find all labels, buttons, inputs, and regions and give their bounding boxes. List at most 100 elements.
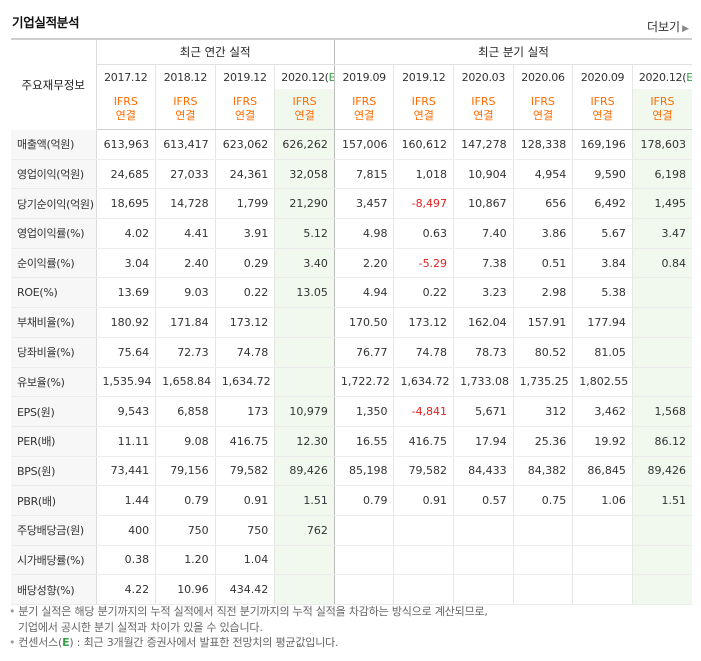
row-label: ROE(%) (11, 277, 97, 309)
row-label: 부채비율(%) (11, 307, 97, 338)
basis-header: IFRS 연결 (453, 89, 514, 130)
basis-header: IFRS 연결 (333, 89, 394, 130)
table-cell: 4.22 (96, 574, 156, 605)
header-label: 주요재무정보 (11, 39, 97, 130)
table-cell: 3.91 (214, 218, 275, 249)
table-cell: 0.75 (512, 485, 573, 516)
table-cell (274, 307, 335, 338)
table-row: 배당성향(%) 4.22 10.96 434.42 (11, 574, 692, 605)
table-cell: 1.44 (96, 485, 156, 516)
table-cell: 78.73 (453, 337, 514, 368)
table-cell: 0.84 (631, 248, 692, 279)
table-cell: 1,722.72 (333, 367, 394, 398)
table-cell: 0.22 (214, 277, 275, 309)
table-cell: 80.52 (512, 337, 573, 368)
table-cell (453, 545, 514, 576)
table-cell: 1,634.72 (214, 367, 275, 398)
table-row: 영업이익률(%) 4.02 4.41 3.91 5.12 4.98 0.63 7.40 3.86… (11, 218, 692, 249)
table-cell: 10,904 (453, 159, 514, 190)
table-row: ROE(%) 13.69 9.03 0.22 13.05 4.94 0.22 3.23 2.98… (11, 277, 692, 309)
row-label: 매출액(억원) (11, 129, 97, 160)
period-header: 2018.12 (155, 64, 216, 89)
table-cell (333, 545, 394, 576)
basis-header: IFRS 연결 (572, 89, 633, 130)
table-cell (274, 574, 335, 605)
basis-scope: 연결 (592, 109, 613, 122)
table-cell: 0.22 (393, 277, 454, 309)
table-row: EPS(원) 9,543 6,858 173 10,979 1,350 -4,841 5,67… (11, 396, 692, 427)
financial-table: 주요재무정보 최근 연간 실적 최근 분기 실적 2017.12 2018.12 2… (11, 38, 692, 605)
more-link[interactable]: 더보기 ▶ (647, 18, 689, 35)
table-cell (631, 307, 692, 338)
table-cell: 9,543 (96, 396, 156, 427)
table-cell: 9.08 (155, 426, 216, 457)
basis-scope: 연결 (234, 109, 256, 122)
table-cell: 27,033 (155, 159, 216, 190)
table-cell: 312 (512, 396, 573, 427)
table-cell: 3,462 (572, 396, 633, 427)
table-cell: 170.50 (333, 307, 394, 338)
footnote-2-estimate-mark: E (62, 636, 70, 649)
table-row: 매출액(억원) 613,963 613,417 623,062 626,262 157,0… (11, 129, 692, 160)
basis-scope: 연결 (294, 109, 315, 122)
table-cell (393, 545, 454, 576)
table-cell: 613,963 (96, 129, 156, 160)
table-cell: 2.20 (333, 248, 394, 279)
table-cell: 10,979 (274, 396, 335, 427)
table-cell: 3.23 (453, 277, 514, 309)
table-cell: 1,799 (214, 188, 275, 220)
table-cell: 74.78 (393, 337, 454, 368)
table-row: 영업이익(억원) 24,685 27,033 24,361 32,058 7,815 1,0… (11, 159, 692, 190)
row-label: PER(배) (11, 426, 97, 457)
table-cell: 1,568 (631, 396, 692, 427)
estimate-mark: E (329, 71, 335, 84)
table-cell (631, 277, 692, 309)
table-cell: 1,634.72 (393, 367, 454, 398)
row-label: 시가배당률(%) (11, 545, 97, 576)
table-cell: 24,361 (214, 159, 275, 190)
period-label: 2020.06 (521, 70, 565, 84)
basis-scope: 연결 (413, 109, 434, 122)
table-cell: 3.86 (512, 218, 573, 249)
table-cell: 0.79 (155, 485, 216, 516)
table-cell: 7,815 (333, 159, 394, 190)
table-cell: 13.69 (96, 277, 156, 309)
table-row: 유보율(%) 1,535.94 1,658.84 1,634.72 1,722.72 1,… (11, 367, 692, 398)
footnote-1-line-2: 기업에서 공시한 분기 실적과 차이가 있을 수 있습니다. (18, 620, 263, 634)
period-label: 2019.12 (223, 70, 267, 84)
period-header: 2020.12(E) (274, 64, 335, 89)
table-row: 순이익률(%) 3.04 2.40 0.29 3.40 2.20 -5.29 7.38 0.51… (11, 248, 692, 279)
table-cell: 1,733.08 (453, 367, 514, 398)
table-cell: 416.75 (214, 426, 275, 457)
table-row: 시가배당률(%) 0.38 1.20 1.04 (11, 545, 692, 576)
table-cell: 3.04 (96, 248, 156, 279)
basis-header: IFRS 연결 (214, 89, 275, 130)
table-cell: 173.12 (214, 307, 275, 338)
table-cell: 13.05 (274, 277, 335, 309)
table-cell (453, 574, 514, 605)
table-cell (274, 367, 335, 398)
table-cell: 2.98 (512, 277, 573, 309)
table-cell: 1.20 (155, 545, 216, 576)
table-cell (512, 545, 573, 576)
table-cell: 623,062 (214, 129, 275, 160)
table-cell: 1,535.94 (96, 367, 156, 398)
table-cell: 7.38 (453, 248, 514, 279)
table-cell: 16.55 (333, 426, 394, 457)
table-cell: 1,495 (631, 188, 692, 220)
basis-scope: 연결 (652, 109, 673, 122)
period-label: 2020.12 (638, 70, 683, 84)
table-cell (512, 514, 573, 546)
period-label: 2019.12 (402, 70, 446, 84)
table-cell: 81.05 (572, 337, 633, 368)
table-cell: 4.41 (155, 218, 216, 249)
table-cell: 6,198 (631, 159, 692, 190)
table-cell: 79,156 (155, 456, 216, 487)
basis-standard: IFRS (352, 95, 377, 108)
table-cell: 5.12 (274, 218, 335, 249)
table-cell: 10,867 (453, 188, 514, 220)
footnote-2-suffix: ) : 최근 3개월간 증권사에서 발표한 전망치의 평균값입니다. (69, 636, 339, 649)
basis-scope: 연결 (473, 109, 494, 122)
table-cell: 9.03 (155, 277, 216, 309)
table-cell (631, 545, 692, 576)
